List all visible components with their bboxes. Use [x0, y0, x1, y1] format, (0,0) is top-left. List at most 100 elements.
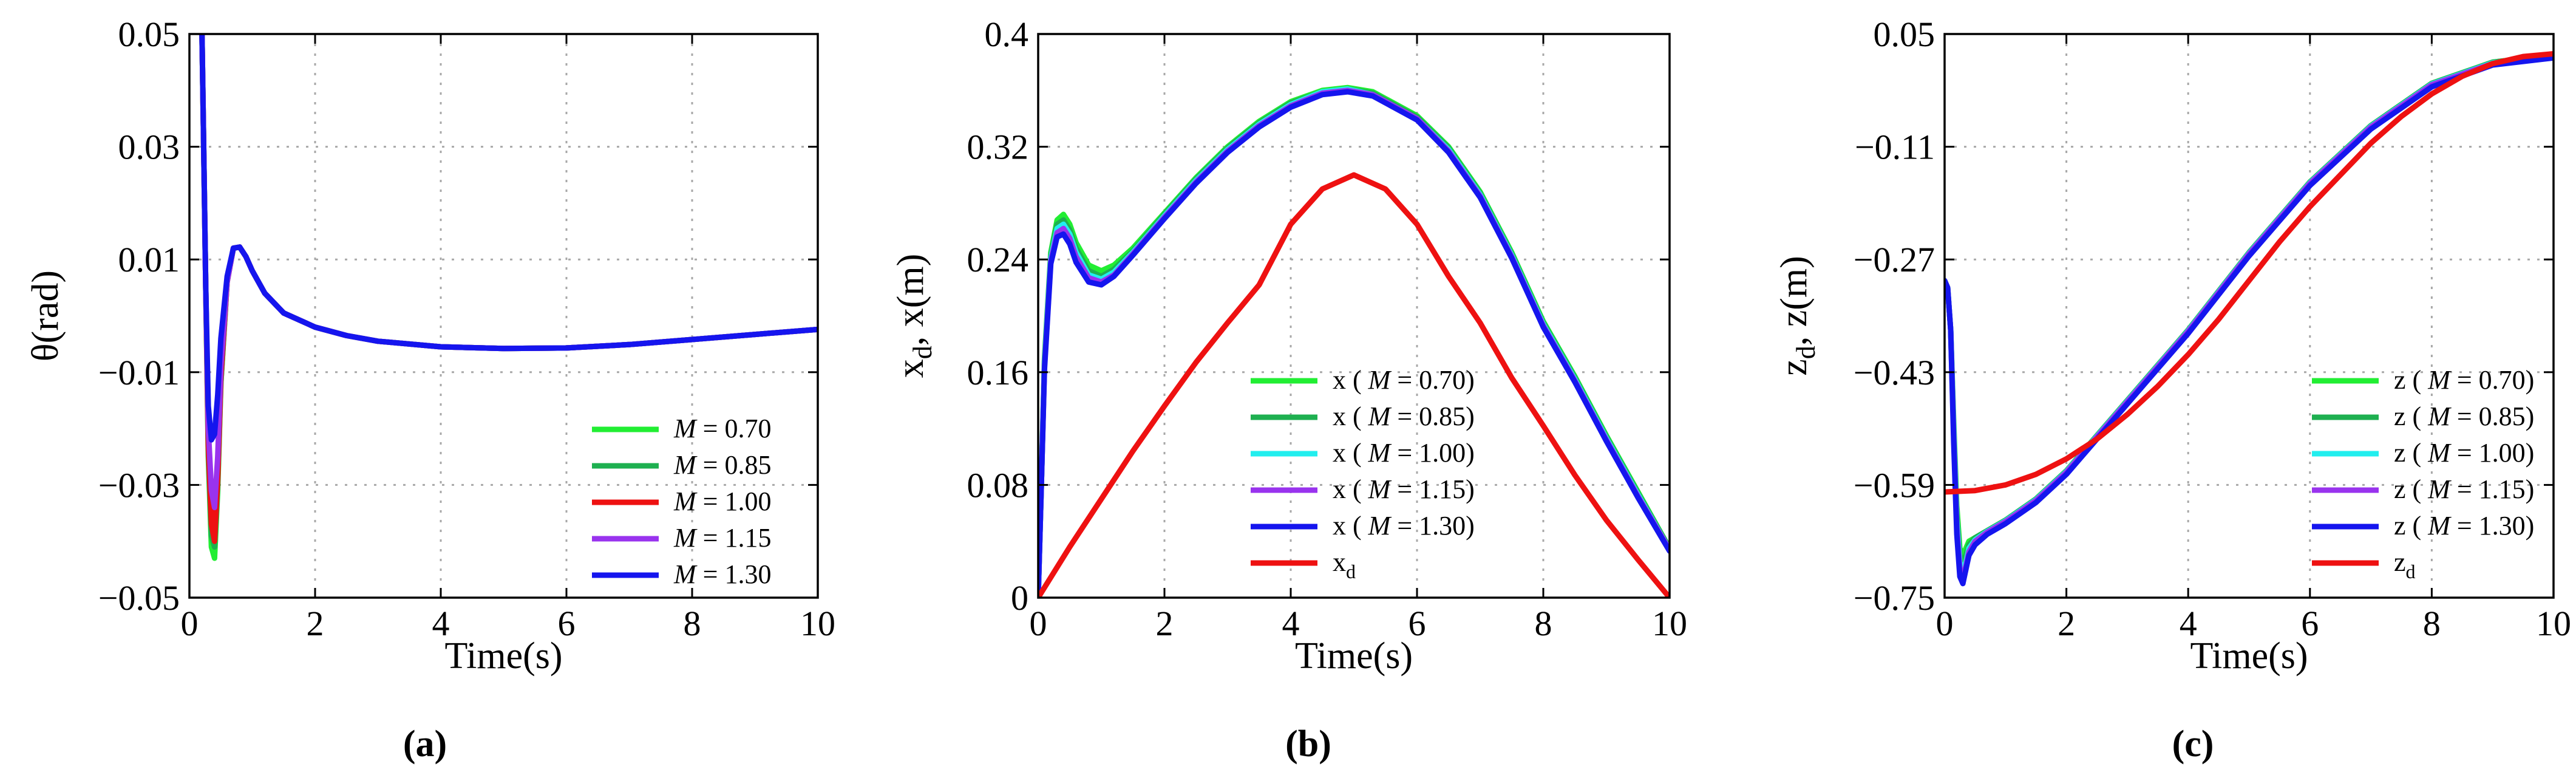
- y-tick-label: 0.16: [967, 353, 1029, 392]
- x-tick-label: 0: [1936, 604, 1954, 643]
- legend-label: x ( M = 0.85): [1333, 401, 1475, 431]
- x-tick-label: 6: [1409, 604, 1426, 643]
- ylabel-c-main: z: [1773, 359, 1815, 376]
- legend-label-post: = 1.00): [1390, 438, 1474, 468]
- legend-label: xd: [1333, 547, 1356, 582]
- x-tick-label: 10: [800, 604, 835, 643]
- legend-label-pre: z (: [2394, 438, 2428, 468]
- series-line-c-4: [1945, 55, 2554, 587]
- ylabel-b-sub: d: [908, 346, 937, 359]
- legend-label-pre: z (: [2394, 365, 2428, 395]
- ylabel-c-rest: , z(m): [1773, 256, 1815, 346]
- ticks-b: 0 2 4 6 8 10 0 0.08 0.16 0.24 0.32 0.4: [967, 15, 1688, 643]
- series-line-c-5: [1945, 51, 2554, 495]
- legend-label-post: = 0.85: [696, 450, 772, 480]
- panel-c: 0 2 4 6 8 10 −0.75 −0.59 −0.43 −0.27 −0.11 0.05 Tim…: [1773, 15, 2571, 765]
- legend-label-pre: x (: [1333, 438, 1368, 468]
- x-tick-label: 6: [558, 604, 576, 643]
- x-tick-label: 0: [1030, 604, 1047, 643]
- ylabel-c-sub: d: [1791, 346, 1821, 359]
- legend-label-pre: z (: [2394, 401, 2428, 431]
- legend-label-var: M: [673, 450, 698, 480]
- legend-label-pre: z: [2394, 547, 2406, 577]
- legend-label: M = 1.30: [673, 559, 771, 589]
- legend-label: M = 0.85: [673, 450, 771, 480]
- legend-label-var: M: [1368, 401, 1392, 431]
- x-tick-label: 4: [432, 604, 450, 643]
- y-tick-label: 0.03: [118, 128, 180, 167]
- legend-label: x ( M = 1.15): [1333, 474, 1475, 504]
- legend-label-pre: z (: [2394, 474, 2428, 504]
- legend-label-var: M: [1368, 365, 1392, 395]
- legend-label-pre: x: [1333, 547, 1346, 577]
- ticks-c: 0 2 4 6 8 10 −0.75 −0.59 −0.43 −0.27 −0.11 0.05: [1854, 15, 2571, 643]
- legend-label-var: M: [1368, 511, 1392, 541]
- caption-b: (b): [1285, 723, 1331, 765]
- series-a: [199, 34, 818, 561]
- legend-label: M = 1.00: [673, 487, 771, 516]
- series-b: [1038, 84, 1670, 598]
- legend-a: M = 0.70M = 0.85M = 1.00M = 1.15M = 1.30: [592, 414, 771, 589]
- legend-label: M = 1.15: [673, 523, 771, 553]
- y-tick-label: −0.75: [1854, 578, 1935, 618]
- ylabel-b-rest: , x(m): [890, 254, 931, 346]
- legend-label-var: M: [2427, 511, 2452, 541]
- y-tick-label: 0.05: [1874, 15, 1935, 54]
- legend-label: zd: [2394, 547, 2416, 582]
- legend-label-pre: x (: [1333, 511, 1368, 541]
- x-tick-label: 4: [1282, 604, 1300, 643]
- legend-label-var: M: [2427, 401, 2452, 431]
- xlabel-c: Time(s): [2190, 635, 2308, 677]
- x-tick-label: 10: [1652, 604, 1687, 643]
- plot-frame-c: [1943, 33, 2555, 599]
- legend-label-var: M: [673, 414, 698, 443]
- legend-label-post: = 1.15): [2450, 474, 2534, 504]
- y-tick-label: −0.59: [1854, 465, 1935, 505]
- legend-label-var: M: [2427, 474, 2452, 504]
- x-tick-label: 0: [181, 604, 199, 643]
- ylabel-b: xd, x(m): [890, 254, 937, 378]
- series-c: [1945, 51, 2554, 587]
- plot-frame-b: [1037, 33, 1671, 599]
- legend-label: x ( M = 1.30): [1333, 511, 1475, 541]
- y-tick-label: −0.05: [98, 578, 180, 618]
- x-tick-label: 8: [684, 604, 701, 643]
- legend-label: x ( M = 0.70): [1333, 365, 1475, 395]
- y-tick-label: 0.01: [118, 240, 180, 279]
- caption-c: (c): [2172, 723, 2214, 765]
- caption-a: (a): [403, 723, 447, 765]
- y-tick-label: −0.03: [98, 465, 180, 505]
- y-tick-label: 0.08: [967, 465, 1029, 505]
- y-tick-label: 0.05: [118, 15, 180, 54]
- plot-frame-a: [188, 33, 819, 599]
- legend-label-post: = 0.70): [1390, 365, 1474, 395]
- legend-label-post: = 1.15): [1390, 474, 1474, 504]
- y-tick-label: 0.24: [967, 240, 1029, 279]
- grid-c: [1945, 34, 2554, 598]
- xlabel-a: Time(s): [444, 635, 562, 677]
- y-tick-label: −0.11: [1855, 128, 1935, 167]
- legend-label-post: = 1.30): [1390, 511, 1474, 541]
- x-tick-label: 8: [1535, 604, 1552, 643]
- legend-label-pre: x (: [1333, 401, 1368, 431]
- legend-label: z ( M = 1.00): [2394, 438, 2534, 468]
- ylabel-c: zd, z(m): [1773, 256, 1821, 376]
- xlabel-b: Time(s): [1295, 635, 1413, 677]
- legend-label: z ( M = 1.15): [2394, 474, 2534, 504]
- legend-label-post: = 1.00: [696, 487, 772, 516]
- legend-label-pre: x (: [1333, 474, 1368, 504]
- legend-label-post: = 1.30: [696, 559, 772, 589]
- legend-label: x ( M = 1.00): [1333, 438, 1475, 468]
- legend-label-var: M: [2427, 365, 2452, 395]
- legend-label: M = 0.70: [673, 414, 771, 443]
- legend-label-post: = 0.70: [696, 414, 772, 443]
- legend-label: z ( M = 0.85): [2394, 401, 2534, 431]
- y-tick-label: 0: [1011, 578, 1028, 618]
- legend-label-post: = 0.70): [2450, 365, 2534, 395]
- legend-label-post: = 1.30): [2450, 511, 2534, 541]
- series-line-a-4: [199, 34, 818, 443]
- legend-b: x ( M = 0.70)x ( M = 0.85)x ( M = 1.00)x…: [1251, 365, 1475, 582]
- x-tick-label: 2: [1156, 604, 1174, 643]
